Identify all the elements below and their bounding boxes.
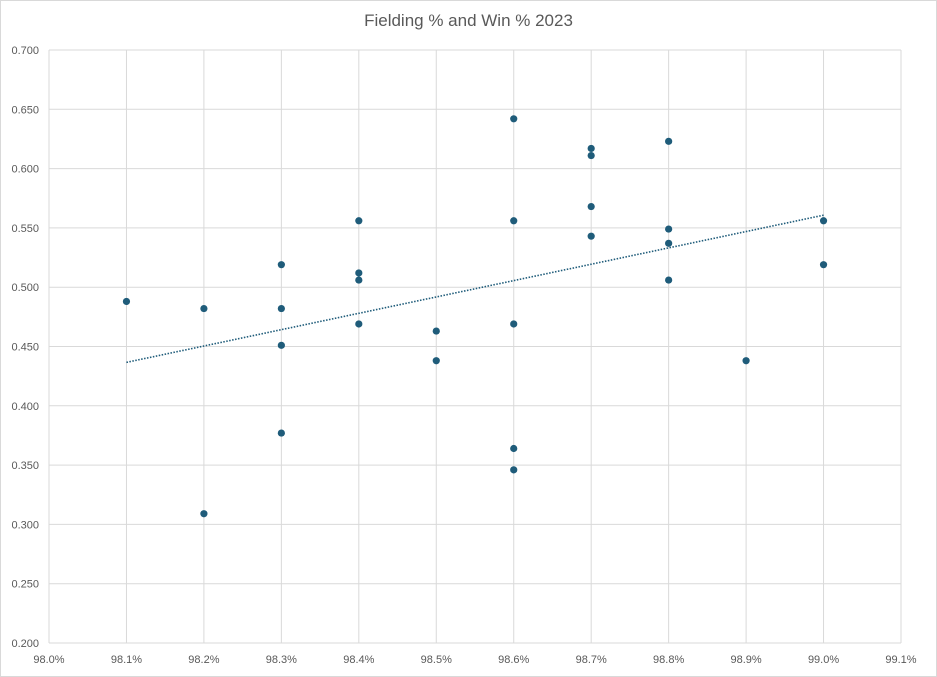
y-tick-label: 0.500: [11, 282, 39, 294]
data-point: [742, 357, 750, 365]
gridlines: [48, 49, 902, 644]
x-tick-label: 98.0%: [33, 654, 64, 666]
data-point: [587, 232, 595, 240]
x-tick-label: 98.5%: [421, 654, 452, 666]
y-tick-label: 0.200: [11, 638, 39, 650]
x-tick-label: 98.3%: [266, 654, 297, 666]
y-tick-label: 0.400: [11, 401, 39, 413]
data-point: [665, 137, 673, 145]
data-point: [355, 276, 363, 284]
data-point: [819, 217, 828, 225]
data-point: [587, 144, 595, 153]
trendline-group: [126, 214, 824, 364]
data-point: [510, 115, 518, 123]
data-point: [510, 217, 518, 225]
data-point: [665, 239, 673, 247]
data-point: [665, 276, 673, 284]
data-point: [510, 444, 518, 453]
y-tick-label: 0.550: [11, 223, 39, 235]
data-point: [587, 151, 595, 160]
y-tick-label: 0.450: [11, 342, 39, 354]
y-tick-label: 0.250: [11, 579, 39, 591]
data-point: [355, 269, 363, 277]
y-tick-label: 0.350: [11, 460, 39, 472]
data-points: [122, 115, 828, 518]
data-point: [432, 357, 440, 365]
x-tick-label: 98.2%: [188, 654, 219, 666]
x-tick-label: 98.8%: [653, 654, 684, 666]
data-point: [510, 466, 518, 474]
chart-title: Fielding % and Win % 2023: [364, 11, 573, 30]
data-point: [277, 341, 285, 349]
y-tick-label: 0.700: [11, 45, 39, 57]
data-point: [277, 429, 285, 437]
y-tick-label: 0.600: [11, 164, 39, 176]
trendline: [126, 214, 824, 364]
x-tick-label: 98.4%: [343, 654, 374, 666]
data-point: [510, 320, 518, 328]
y-tick-label: 0.650: [11, 104, 39, 116]
x-tick-label: 98.7%: [576, 654, 607, 666]
x-tick-label: 98.9%: [730, 654, 761, 666]
data-point: [587, 202, 595, 211]
data-point: [200, 304, 208, 313]
data-point: [665, 225, 673, 233]
data-point: [277, 261, 285, 269]
y-tick-label: 0.300: [11, 519, 39, 531]
data-point: [355, 217, 363, 225]
x-tick-label: 98.1%: [111, 654, 142, 666]
data-point: [122, 297, 131, 306]
x-tick-label: 99.1%: [885, 654, 916, 666]
data-point: [432, 327, 440, 335]
data-point: [200, 510, 208, 518]
x-tick-label: 98.6%: [498, 654, 529, 666]
data-point: [277, 304, 285, 313]
axis-labels: 98.0% 98.1% 98.2% 98.3% 98.4% 98.5% 98.6% 98.7%…: [11, 45, 916, 666]
data-point: [355, 320, 363, 328]
data-point: [819, 261, 828, 269]
x-tick-label: 99.0%: [808, 654, 839, 666]
